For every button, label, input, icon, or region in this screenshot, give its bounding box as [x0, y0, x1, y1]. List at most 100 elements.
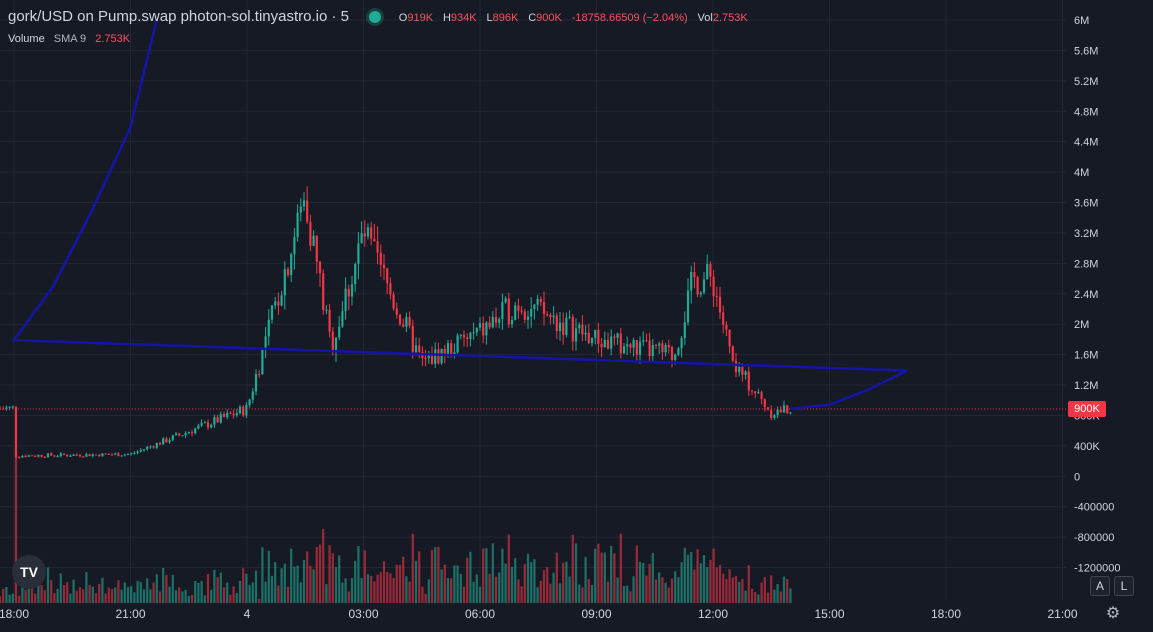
volume-bar: [136, 580, 139, 603]
candle-body: [136, 451, 139, 453]
candle-body: [277, 301, 280, 306]
candle-body: [162, 438, 165, 445]
volume-bar: [686, 554, 690, 603]
candle-body: [254, 374, 258, 392]
candle-body: [88, 454, 91, 457]
candle-body: [760, 392, 763, 400]
volume-bar: [123, 582, 126, 603]
volume-bar: [546, 567, 549, 603]
candle-body: [472, 332, 475, 334]
volume-bar: [645, 575, 648, 603]
volume-bar: [21, 587, 24, 603]
candle-body: [632, 340, 635, 348]
candle-body: [702, 279, 706, 293]
volume-bar: [786, 579, 789, 603]
volume-bar: [453, 565, 456, 603]
candle-body: [110, 454, 114, 456]
log-scale-button[interactable]: L: [1114, 576, 1134, 596]
volume-bar: [203, 595, 206, 603]
volume-bar: [66, 582, 69, 603]
candle-body: [152, 446, 155, 448]
auto-scale-button[interactable]: A: [1090, 576, 1110, 596]
volume-bar: [421, 586, 424, 603]
volume-bar: [322, 528, 325, 603]
candle-body: [296, 212, 299, 238]
candle-body: [350, 284, 354, 297]
candle-body: [741, 367, 744, 375]
candle-body: [235, 413, 238, 416]
volume-bar: [565, 561, 568, 603]
candle-body: [552, 315, 555, 318]
volume-bar: [530, 562, 533, 603]
x-tick-label: 12:00: [698, 607, 728, 621]
candle-body: [571, 316, 574, 342]
volume-bar: [200, 580, 203, 603]
candle-body: [75, 454, 78, 456]
candle-body: [568, 316, 571, 318]
candle-body: [536, 299, 539, 305]
price-axis: 6M 5.6M 5.2M 4.8M 4.4M 4M 3.6M 3.2M 2.8M 2.4M 2M 1.…: [1074, 15, 1121, 575]
volume-bar: [670, 578, 674, 603]
volume-bar: [763, 577, 766, 603]
volume-bar: [370, 575, 373, 603]
volume-bar: [629, 591, 632, 603]
candle-body: [459, 334, 462, 336]
candle-body: [270, 305, 274, 320]
volume-bar: [718, 565, 722, 603]
volume-bar: [712, 548, 715, 603]
high-label: H: [442, 12, 451, 24]
volume-bar: [197, 583, 200, 603]
candle-body: [379, 252, 382, 265]
volume-bar: [610, 545, 613, 603]
volume-bar: [379, 572, 382, 603]
candle-body: [437, 349, 440, 364]
volume-bar: [613, 553, 616, 603]
volume-legend[interactable]: Volume SMA 9 2.753K: [8, 33, 130, 45]
volume-bar: [472, 581, 475, 603]
candle-body: [440, 348, 443, 364]
candle-body: [386, 268, 389, 284]
candle-body: [315, 235, 318, 262]
volume-bar: [149, 589, 152, 603]
volume-bar: [75, 590, 78, 603]
candle-body: [318, 261, 322, 274]
candle-body: [66, 454, 69, 457]
candle-body: [539, 299, 542, 302]
y-tick-label: 0: [1074, 471, 1080, 483]
volume-bar: [229, 594, 232, 603]
sma-label: SMA 9: [53, 33, 87, 45]
candle-body: [37, 455, 40, 457]
candle-body: [654, 345, 658, 347]
volume-bar: [584, 556, 587, 603]
volume-bar: [280, 568, 283, 603]
volume-bar: [699, 563, 702, 603]
candle-body: [5, 407, 8, 410]
candle-body: [130, 453, 133, 455]
candle-body: [456, 335, 459, 353]
tradingview-logo[interactable]: TV: [12, 555, 46, 589]
gear-icon[interactable]: ⚙: [1105, 605, 1121, 622]
candle-body: [30, 455, 34, 457]
candle-body: [238, 406, 242, 414]
y-tick-label: -1200000: [1074, 563, 1121, 575]
volume-bar: [446, 577, 450, 603]
candle-body: [523, 311, 526, 320]
volume-bar: [174, 590, 178, 603]
market-status-icon[interactable]: [368, 11, 381, 24]
volume-bar: [754, 592, 757, 603]
candle-body: [50, 453, 53, 456]
candle-body: [690, 272, 693, 291]
y-tick-label: 1.6M: [1074, 350, 1098, 362]
volume-bar: [661, 577, 664, 603]
candle-body: [392, 294, 395, 309]
candle-body: [443, 348, 446, 356]
volume-bar: [18, 595, 21, 603]
candle-body: [613, 336, 616, 338]
candle-body: [242, 406, 245, 416]
volume-bar: [414, 560, 418, 603]
volume-bar: [680, 562, 683, 603]
volume-bar: [536, 587, 539, 603]
candle-body: [168, 440, 171, 443]
volume-bar: [542, 570, 546, 603]
